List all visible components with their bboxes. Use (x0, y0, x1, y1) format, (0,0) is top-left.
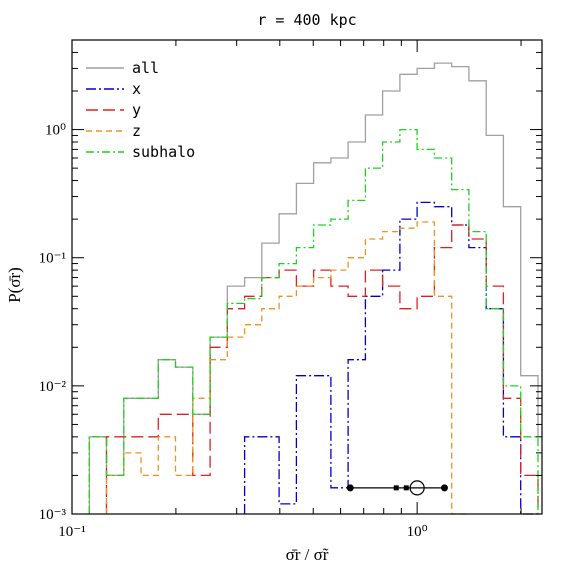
x-tick-label: 10⁰ (407, 524, 428, 540)
legend-label-all: all (132, 59, 159, 77)
annotation-center (409, 480, 425, 496)
chart-title: r = 400 kpc (257, 11, 356, 29)
tick-labels-layer: 10⁻¹ 10⁰ 10⁻³ 10⁻² 10⁻¹ 10⁰ (39, 123, 428, 540)
ticks-layer (71, 39, 542, 515)
legend-label-y: y (132, 101, 141, 119)
y-axis-label: P(σ̄r) (5, 267, 24, 303)
series-line-all (88, 62, 539, 514)
y-tick-label: 10⁻¹ (39, 251, 66, 267)
annotation-endpoint-min (346, 484, 354, 492)
legend: all xyz subhalo (86, 59, 195, 161)
x-axis-label: σ̄r / σ̃r (286, 545, 329, 564)
x-tick-label: 10⁻¹ (58, 524, 85, 540)
y-tick-label: 10⁻³ (39, 507, 67, 523)
y-tick-label: 10⁻² (39, 379, 67, 395)
annotation-endpoint-max (440, 484, 448, 492)
plot-frame (71, 39, 543, 515)
series-layer (88, 62, 539, 515)
annotation-mark-1 (403, 485, 409, 491)
annotation-layer (346, 480, 448, 496)
legend-label-z: z (132, 122, 141, 140)
annotation-mark-0 (393, 485, 399, 491)
series-line-subhalo (88, 128, 539, 514)
legend-label-subhalo: subhalo (132, 143, 195, 161)
legend-label-x: x (132, 80, 141, 98)
series-line-y (105, 224, 539, 514)
series-line-x (243, 201, 538, 515)
y-tick-label: 10⁰ (45, 123, 66, 139)
series-line-z (105, 221, 469, 515)
